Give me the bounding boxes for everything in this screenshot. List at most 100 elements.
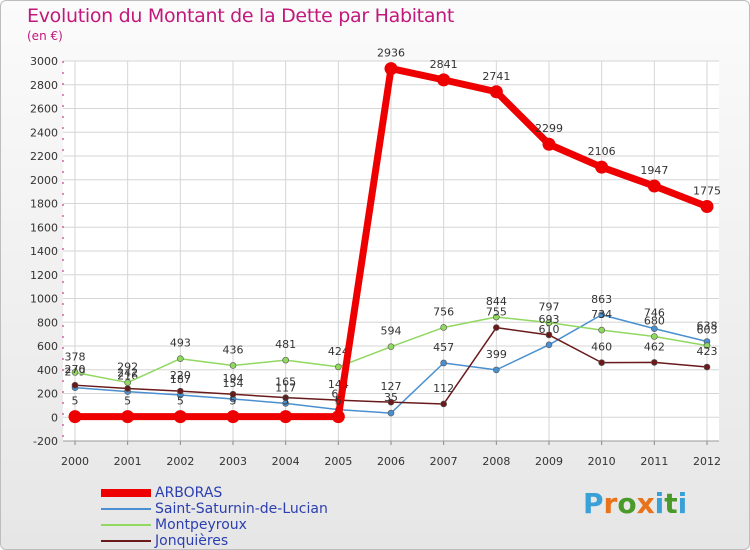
data-point-montpeyroux <box>703 342 711 349</box>
data-label-arboras: 2936 <box>377 47 405 60</box>
legend-swatch <box>101 540 151 542</box>
y-tick-label: -200 <box>33 435 58 448</box>
data-point-montpeyroux <box>71 369 79 376</box>
data-label-arboras: 5 <box>335 395 342 408</box>
data-point-montpeyroux <box>545 319 553 326</box>
data-point-montpeyroux <box>177 355 184 363</box>
data-label-arboras: 1947 <box>640 164 668 177</box>
data-label-jonqui-res: 693 <box>539 313 560 326</box>
data-point-arboras <box>226 410 240 424</box>
data-label-jonqui-res: 165 <box>275 376 296 389</box>
data-label-jonqui-res: 220 <box>170 369 191 382</box>
data-point-montpeyroux <box>651 333 658 340</box>
data-point-jonqui-res <box>703 363 711 371</box>
data-point-jonqui-res <box>71 381 79 389</box>
data-label-montpeyroux: 756 <box>433 305 454 318</box>
x-tick-label: 2009 <box>535 455 563 468</box>
data-label-jonqui-res: 242 <box>117 367 138 380</box>
y-tick-label: 2200 <box>30 150 58 163</box>
legend-item: ARBORAS <box>101 485 361 501</box>
data-point-montpeyroux <box>282 356 289 364</box>
chart-subtitle: (en €) <box>27 29 63 43</box>
data-label-arboras: 2741 <box>482 70 510 83</box>
data-point-arboras <box>384 62 398 76</box>
data-point-arboras <box>437 73 451 87</box>
data-point-jonqui-res <box>282 394 289 401</box>
data-label-montpeyroux: 481 <box>275 338 296 351</box>
data-point-montpeyroux <box>387 343 395 351</box>
data-point-arboras <box>489 85 503 99</box>
data-label-montpeyroux: 594 <box>381 325 402 338</box>
data-point-arboras <box>595 160 609 174</box>
data-label-saint-saturnin-de-lucian: 35 <box>384 391 398 404</box>
data-point-arboras <box>121 410 135 424</box>
data-label-montpeyroux: 493 <box>170 337 191 350</box>
data-label-montpeyroux: 436 <box>223 343 244 356</box>
x-tick-label: 2012 <box>693 455 721 468</box>
data-point-montpeyroux <box>598 326 605 334</box>
data-label-montpeyroux: 680 <box>644 315 665 328</box>
data-label-arboras: 5 <box>230 395 237 408</box>
data-point-arboras <box>173 410 187 424</box>
data-label-saint-saturnin-de-lucian: 457 <box>433 341 454 354</box>
data-label-arboras: 5 <box>177 395 184 408</box>
legend-label: Jonquières <box>155 533 229 549</box>
x-tick-label: 2005 <box>324 455 352 468</box>
data-point-jonqui-res <box>440 400 447 408</box>
data-point-jonqui-res <box>598 359 605 366</box>
data-label-montpeyroux: 603 <box>697 324 718 337</box>
data-point-jonqui-res <box>177 387 184 395</box>
y-tick-label: 2600 <box>30 103 58 116</box>
legend-item: Montpeyroux <box>101 517 361 533</box>
legend-label: Montpeyroux <box>155 517 247 533</box>
data-point-montpeyroux <box>229 362 237 369</box>
data-point-montpeyroux <box>440 324 447 331</box>
y-tick-label: 1000 <box>30 293 58 306</box>
legend-swatch <box>101 524 151 526</box>
data-label-saint-saturnin-de-lucian: 863 <box>591 293 612 306</box>
data-label-saint-saturnin-de-lucian: 399 <box>486 348 507 361</box>
data-label-jonqui-res: 755 <box>486 306 507 319</box>
data-label-jonqui-res: 112 <box>433 382 454 395</box>
data-label-montpeyroux: 734 <box>591 308 612 321</box>
data-point-saint-saturnin-de-lucian <box>387 409 395 417</box>
data-label-saint-saturnin-de-lucian: 187 <box>170 373 191 386</box>
y-tick-label: 1200 <box>30 269 58 282</box>
data-label-montpeyroux: 292 <box>117 361 138 374</box>
data-label-jonqui-res: 460 <box>591 341 612 354</box>
data-point-montpeyroux <box>335 363 342 371</box>
x-tick-label: 2007 <box>430 455 458 468</box>
data-label-arboras: 2841 <box>430 58 458 71</box>
legend-label: ARBORAS <box>155 485 223 501</box>
data-label-arboras: 2106 <box>588 145 616 158</box>
data-label-montpeyroux: 378 <box>65 350 86 363</box>
logo-letter: i <box>677 487 688 520</box>
data-label-montpeyroux: 424 <box>328 345 349 358</box>
data-point-arboras <box>331 410 345 424</box>
chart-legend: ARBORAS Saint-Saturnin-de-Lucian Montpeyro… <box>101 485 361 549</box>
logo-letter: t <box>664 487 678 520</box>
data-label-saint-saturnin-de-lucian: 638 <box>697 319 718 332</box>
data-label-arboras: 5 <box>124 395 131 408</box>
chart-title: Evolution du Montant de la Dette par Hab… <box>27 5 455 27</box>
x-tick-label: 2001 <box>114 455 142 468</box>
y-tick-label: 200 <box>37 388 58 401</box>
y-tick-label: 800 <box>37 316 58 329</box>
data-label-saint-saturnin-de-lucian: 117 <box>275 381 296 394</box>
data-point-arboras <box>647 179 661 193</box>
data-label-saint-saturnin-de-lucian: 610 <box>539 323 560 336</box>
data-label-montpeyroux: 797 <box>539 301 560 314</box>
data-label-saint-saturnin-de-lucian: 216 <box>117 370 138 383</box>
logo-letter: r <box>603 487 618 520</box>
data-label-jonqui-res: 127 <box>381 380 402 393</box>
x-tick-label: 2003 <box>219 455 247 468</box>
data-label-montpeyroux: 844 <box>486 295 507 308</box>
y-tick-label: 1400 <box>30 245 58 258</box>
data-label-jonqui-res: 194 <box>223 372 244 385</box>
data-point-arboras <box>542 137 556 151</box>
legend-label: Saint-Saturnin-de-Lucian <box>155 501 328 517</box>
y-tick-label: 600 <box>37 340 58 353</box>
data-point-saint-saturnin-de-lucian <box>545 341 553 349</box>
data-point-jonqui-res <box>387 398 395 406</box>
